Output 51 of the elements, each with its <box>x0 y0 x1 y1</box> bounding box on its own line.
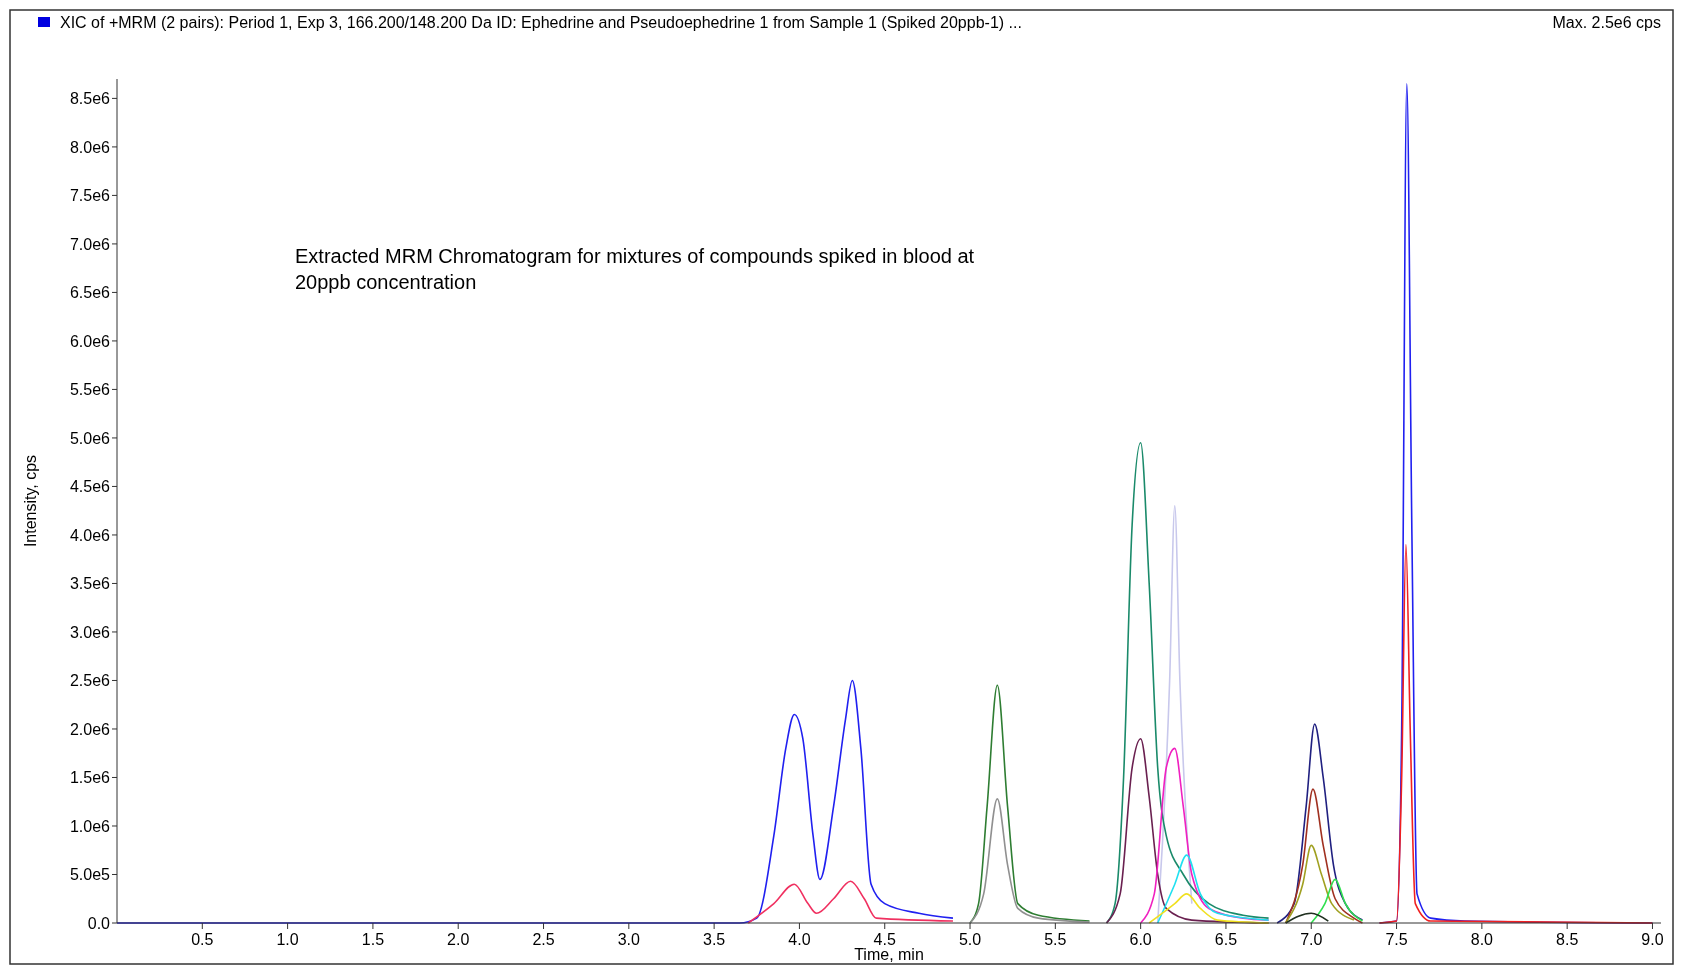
text: Max. 2.5e6 cps <box>1552 14 1661 31</box>
line-series <box>969 798 1091 924</box>
y-tick-label: 2.5e6 <box>69 672 111 690</box>
chart-title: XIC of +MRM (2 pairs): Period 1, Exp 3, 166.200/148.200 Da ID: Ephedrine and Pseudoephedrine 1 from Sample 1 (Spiked 20ppb-1) ... <box>60 14 1022 31</box>
line-series <box>747 880 954 924</box>
x-tick-label: 8.5 <box>1556 931 1579 948</box>
y-tick-label: 5.5e6 <box>69 381 111 399</box>
y-tick-label: 5.0e5 <box>69 866 111 884</box>
x-tick-label: 1.5 <box>361 931 385 948</box>
line-series <box>1156 505 1193 924</box>
y-tick-label: 1.5e6 <box>69 769 111 787</box>
x-tick-label: 6.5 <box>1214 931 1238 948</box>
x-tick-label: 3.5 <box>703 931 726 948</box>
line-series <box>1284 844 1355 924</box>
line-series <box>1105 441 1270 924</box>
x-tick-label: 4.5 <box>873 931 896 948</box>
line-series <box>1310 878 1364 924</box>
x-tick-label: 9.0 <box>1641 931 1664 948</box>
line-series <box>1156 854 1270 924</box>
y-tick-label: 4.0e6 <box>69 526 111 544</box>
x-tick-label: 7.0 <box>1300 931 1323 948</box>
line-series <box>1284 788 1364 924</box>
y-axis-title: Intensity, cps <box>22 454 39 548</box>
x-tick-label: 5.0 <box>958 931 982 948</box>
y-tick-label: 5.0e6 <box>69 429 111 447</box>
y-tick-label: 6.5e6 <box>69 284 111 302</box>
y-tick-label: 3.0e6 <box>69 623 111 641</box>
x-tick-label: 6.0 <box>1129 931 1152 948</box>
x-tick-label: 4.0 <box>788 931 811 948</box>
y-tick-label: 7.5e6 <box>69 187 111 205</box>
x-tick-label: 0.5 <box>191 931 214 948</box>
x-tick-label: 2.0 <box>447 931 470 948</box>
y-tick-label: 8.0e6 <box>69 138 111 156</box>
y-tick-label: 3.5e6 <box>69 575 111 593</box>
annotation: Extracted MRM Chromatogram for mixtures of compounds spiked in blood at 20ppb concentration <box>295 245 975 293</box>
x-axis-title: Time, min <box>854 946 924 963</box>
y-tick-label: 8.5e6 <box>69 90 111 107</box>
y-tick-label: 0.0 <box>87 914 111 932</box>
x-tick-label: 1.0 <box>276 931 299 948</box>
line-series <box>969 684 1091 924</box>
y-tick-label: 7.0e6 <box>69 235 111 253</box>
x-tick-label: 8.0 <box>1470 931 1494 948</box>
x-tick-label: 2.5 <box>532 931 555 948</box>
y-tick-label: 4.5e6 <box>69 478 111 496</box>
x-tick-label: 3.0 <box>617 931 641 948</box>
y-tick-label: 1.0e6 <box>69 817 111 835</box>
line-series <box>1276 723 1364 924</box>
x-tick-label: 7.5 <box>1385 931 1408 948</box>
y-tick-label: 2.0e6 <box>69 720 111 738</box>
x-tick-label: 5.5 <box>1044 931 1067 948</box>
y-tick-label: 6.0e6 <box>69 332 111 350</box>
